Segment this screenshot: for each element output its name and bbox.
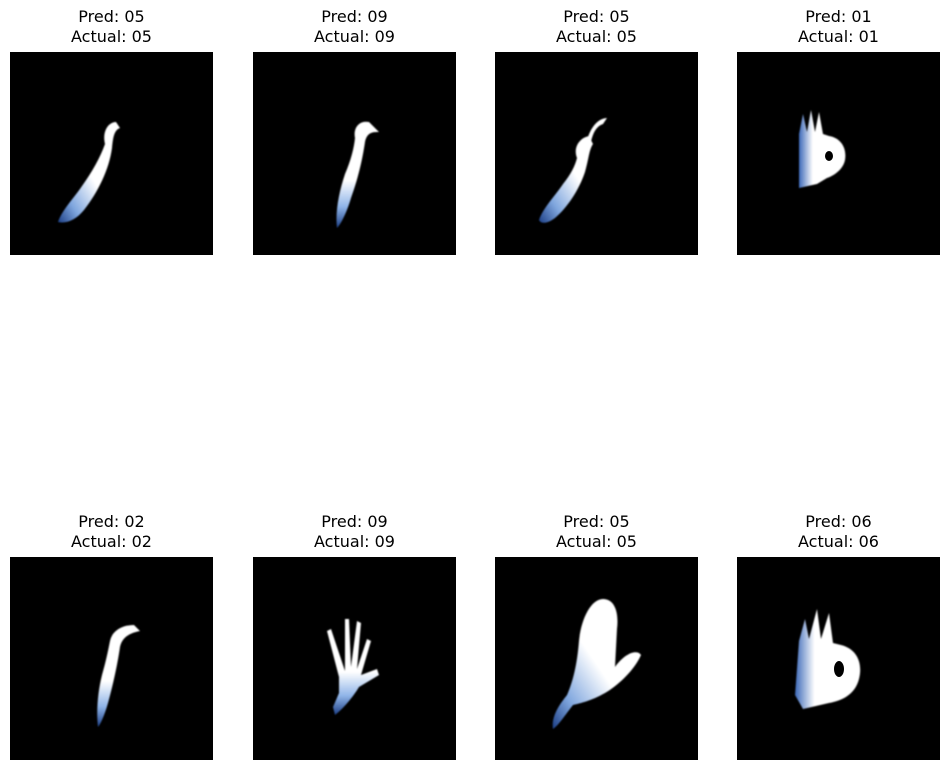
hand-gesture-image [10,557,213,760]
prediction-label: Pred: 01 [805,7,872,26]
hand-gesture-image [253,52,456,255]
hand-gesture-image [495,557,698,760]
actual-label: Actual: 05 [556,532,637,551]
prediction-label: Pred: 05 [78,7,145,26]
actual-label: Actual: 02 [71,532,152,551]
actual-label: Actual: 09 [314,27,395,46]
hand-gesture-image [10,52,213,255]
actual-label: Actual: 06 [798,532,879,551]
hand-gesture-image [737,557,940,760]
prediction-label: Pred: 09 [321,7,388,26]
prediction-label: Pred: 09 [321,512,388,531]
prediction-label: Pred: 05 [563,7,630,26]
actual-label: Actual: 05 [71,27,152,46]
actual-label: Actual: 05 [556,27,637,46]
actual-label: Actual: 09 [314,532,395,551]
hand-gesture-image [253,557,456,760]
actual-label: Actual: 01 [798,27,879,46]
prediction-label: Pred: 05 [563,512,630,531]
prediction-label: Pred: 06 [805,512,872,531]
prediction-label: Pred: 02 [78,512,145,531]
hand-gesture-image [737,52,940,255]
hand-gesture-image [495,52,698,255]
